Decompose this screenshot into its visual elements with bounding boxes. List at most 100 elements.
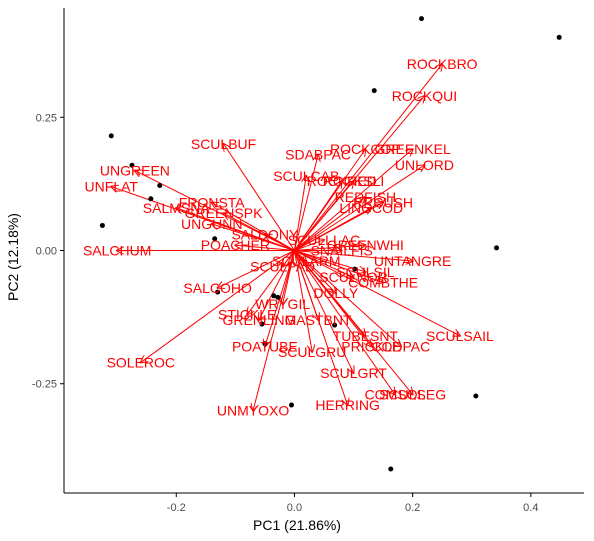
loading-arrow-sculsail [294, 250, 459, 336]
loading-arrow-sculgru [293, 250, 312, 352]
x-tick-label: -0.2 [167, 502, 186, 514]
loading-arrow-unlord [294, 165, 424, 251]
y-tick-label: -0.25 [32, 379, 57, 391]
loading-arrow-combthe [294, 250, 383, 283]
variable-label-poatube: POATUBE [232, 338, 298, 354]
loading-arrow-codpac [294, 250, 400, 347]
variable-label-sdabpac: SDABPAC [285, 147, 351, 163]
variable-label-saldony: SALDONY [231, 227, 299, 243]
loading-arrow-lingcod [294, 208, 371, 251]
score-point [259, 321, 265, 327]
variable-label-salmsna: SALMSNA [143, 200, 211, 216]
loading-arrow-sculllac [294, 240, 324, 251]
loading-arrow-rocksli [294, 181, 353, 251]
variable-label-sculgru: SCULGRU [278, 344, 346, 360]
loading-arrow-sculseg [294, 250, 412, 395]
x-axis-title: PC1 (21.86%) [253, 517, 341, 533]
loading-arrow-poacher [235, 245, 295, 251]
variable-label-greenspk: GREENSPK [185, 205, 263, 221]
x-axis-ticks: -0.2 0.0 0.2 0.4 [167, 493, 538, 514]
variable-label-fronsta: FRONSTA [179, 195, 246, 211]
variable-label-soleroc: SOLEROC [107, 354, 175, 370]
loading-arrow-dolly [294, 250, 335, 294]
score-point [494, 245, 500, 251]
variable-label-rockqui: ROCKQUI [392, 88, 457, 104]
variable-label-rockbro: ROCKBRO [407, 56, 478, 72]
score-point [419, 16, 424, 22]
score-point [275, 294, 281, 300]
variable-label-ungunn: UNGUNN [181, 216, 242, 232]
score-point [332, 322, 338, 328]
variable-label-rockcop: ROCKCOP [330, 141, 401, 157]
variable-label-greenwhi: GREENWHI [327, 237, 404, 253]
variable-label-unmyoxo: UNMYOXO [217, 402, 289, 418]
score-point [556, 34, 562, 40]
variable-label-sculbuf: SCULBUF [191, 136, 256, 152]
variable-label-stickle: STICKLE [218, 306, 276, 322]
variable-label-grenling: GRENLING [222, 312, 295, 328]
variable-label-tubesnt: TUBESNT [333, 328, 399, 344]
loading-arrow-soleroc [141, 250, 295, 363]
variable-label-sculgrt: SCULGRT [320, 365, 387, 381]
variable-label-lingcod: LINGCOD [339, 200, 403, 216]
variable-label-sculsil: SCULSIL [336, 264, 395, 280]
score-points [99, 16, 562, 472]
loading-arrow-saldony [265, 235, 295, 251]
variable-label-sculseg: SCULSEG [379, 386, 446, 402]
loading-arrow-unmyoxo [253, 250, 295, 411]
variable-label-snailfis: SNAILFIS [311, 243, 373, 259]
variable-label-salchum: SALCHUM [83, 243, 151, 259]
variable-label-rocksli: ROCKSLI [323, 173, 384, 189]
score-point [371, 88, 377, 94]
variable-label-ungreen: UNGREEN [100, 163, 170, 179]
variable-label-untangre: UNTANGRE [374, 253, 452, 269]
score-point [212, 236, 218, 242]
loading-arrow-greenwhi [294, 245, 365, 251]
loading-arrows [111, 64, 460, 410]
variable-label-prickle: PRICKLE [341, 338, 401, 354]
loading-arrow-rockred [294, 181, 341, 251]
loading-arrow-stickle [247, 250, 295, 315]
score-point [289, 402, 294, 408]
variable-label-herring: HERRING [315, 397, 380, 413]
x-tick-label: 0.0 [287, 502, 302, 514]
loading-arrow-ungunn [212, 224, 295, 251]
score-point [473, 393, 479, 399]
variable-label-rockred: ROCKRED [307, 173, 377, 189]
x-tick-label: 0.4 [523, 502, 538, 514]
loading-arrow-salmsna [176, 208, 295, 251]
score-point [99, 222, 105, 228]
variable-label-poacher: POACHER [201, 237, 270, 253]
variable-label-sculllac: SCULLLAC [288, 232, 360, 248]
variable-label-sculsail: SCULSAIL [426, 328, 494, 344]
variable-label-sculpad: SCULPAD [250, 258, 315, 274]
score-point [108, 133, 114, 139]
loading-arrow-sculgrt [294, 250, 353, 374]
variable-label-rrcush: RRCUSH [353, 195, 413, 211]
loading-arrow-sculnor [294, 250, 353, 278]
variable-label-combthe: COMBTHE [348, 274, 418, 290]
variable-label-comsol: COMSOL [365, 386, 426, 402]
variable-label-sculnor: SCULNOR [319, 269, 387, 285]
score-point [157, 182, 163, 188]
score-point [352, 266, 358, 272]
variable-label-scularm: SCULARM [272, 253, 340, 269]
y-axis-title: PC2 (12.18%) [5, 213, 21, 301]
loading-arrow-greenkel [294, 149, 412, 251]
loading-arrow-grenling [259, 250, 295, 320]
loading-arrow-herring [293, 250, 347, 406]
loading-arrow-sculbuf [224, 144, 295, 251]
score-point [129, 162, 135, 168]
score-point [271, 293, 277, 299]
loading-arrow-untangre [294, 250, 412, 262]
variable-label-sculcab: SCULCAB [273, 168, 339, 184]
loading-arrow-comsol [294, 250, 394, 395]
y-axis-ticks: -0.25 0.00 0.25 [32, 112, 64, 391]
variable-label-dolly: DOLLY [313, 285, 359, 301]
loading-arrow-sdabpac [293, 155, 318, 251]
score-point [388, 466, 394, 472]
score-point [215, 289, 221, 295]
variable-label-redfish: REDFISH [335, 189, 396, 205]
